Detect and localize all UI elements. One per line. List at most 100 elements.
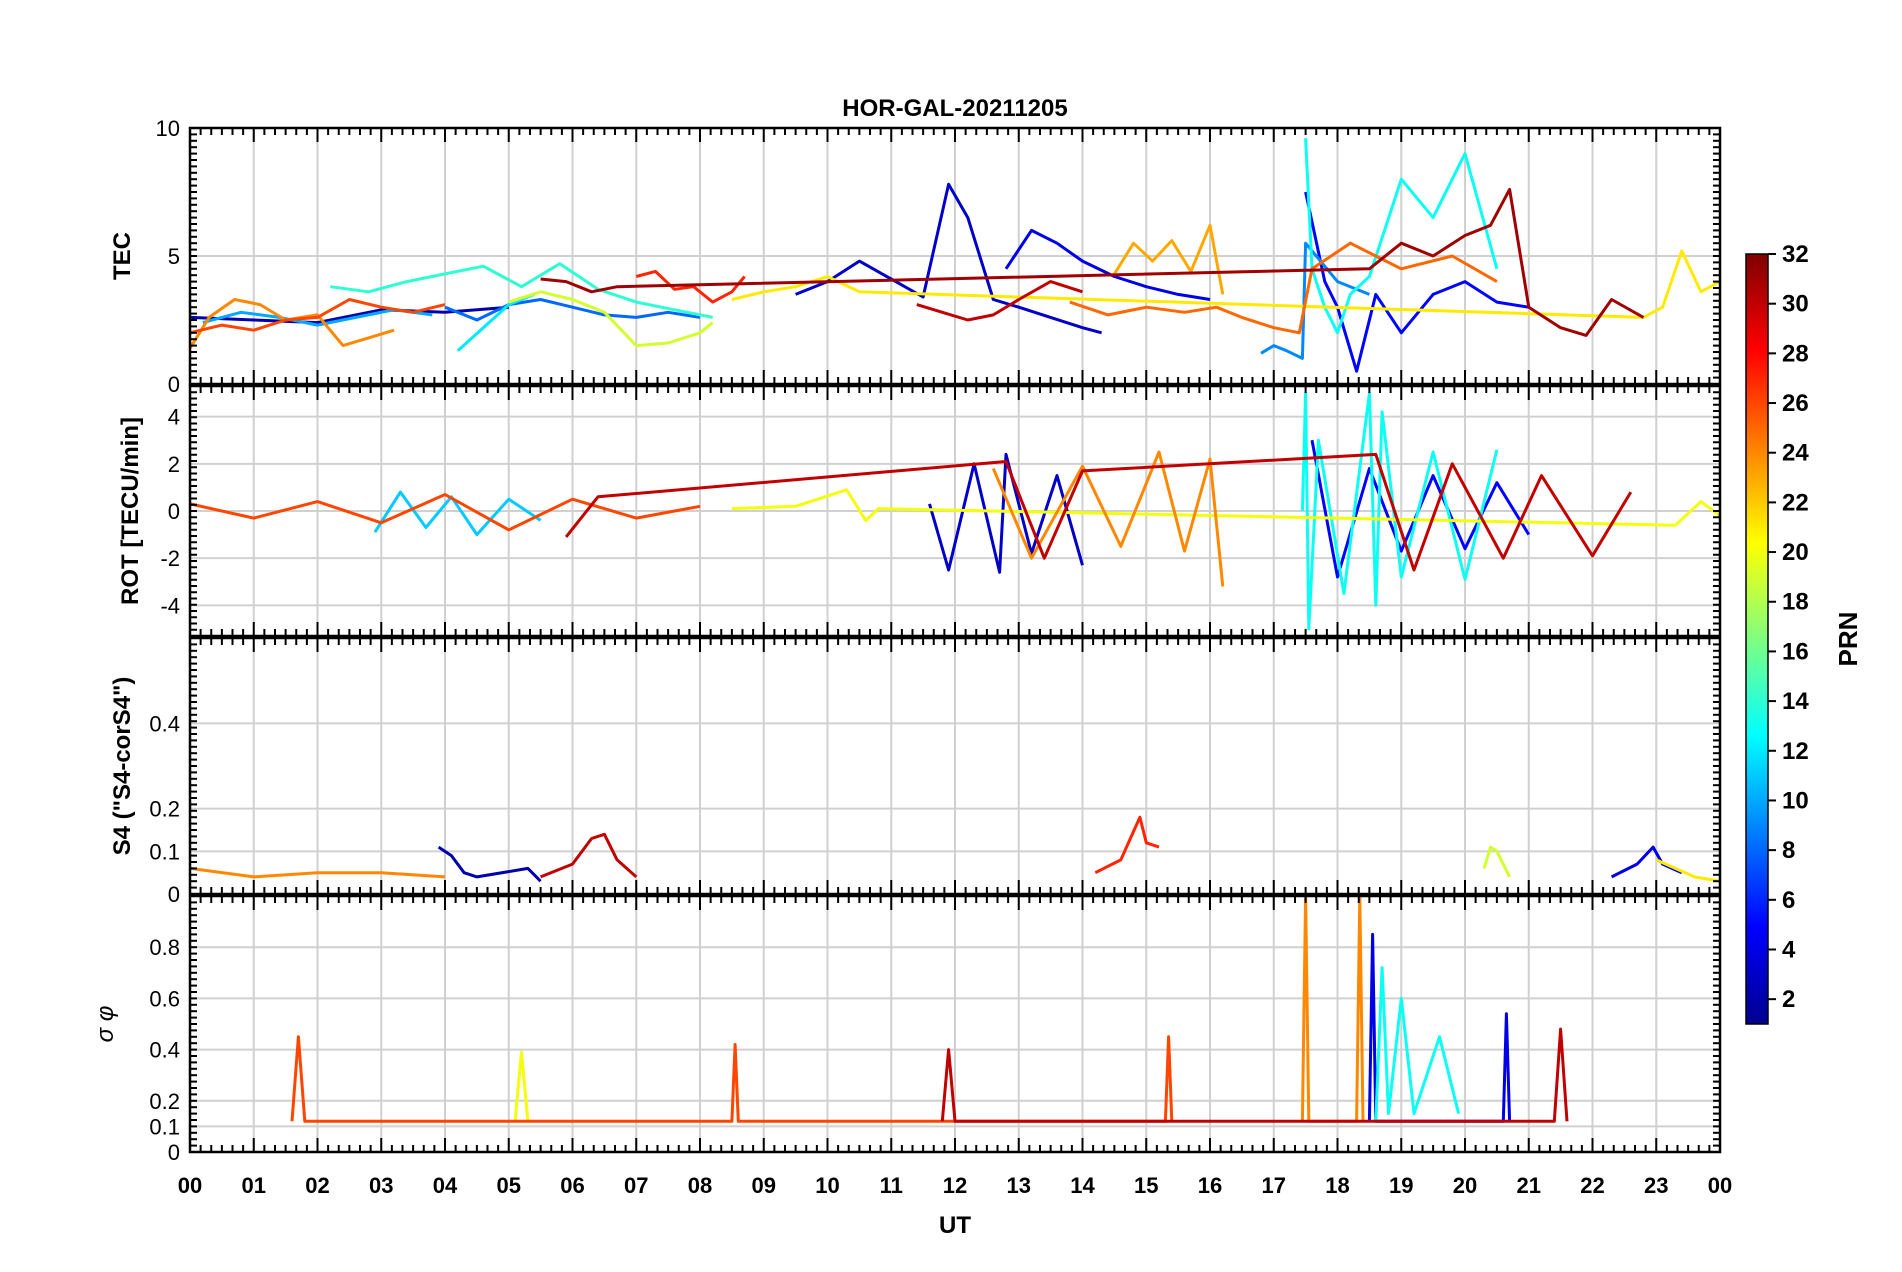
chart-title: HOR-GAL-20211205 xyxy=(842,95,1067,122)
y-label-s4: S4 ("S4-corS4") xyxy=(109,677,136,856)
x-tick-label: 03 xyxy=(369,1173,393,1198)
colorbar-tick-label: 8 xyxy=(1782,837,1795,864)
series-line-tec xyxy=(635,269,746,304)
x-tick-label: 02 xyxy=(305,1173,329,1198)
panel-sigma-frame xyxy=(188,894,1722,1154)
x-tick-label: 11 xyxy=(880,1173,903,1198)
x-axis-label: UT xyxy=(939,1212,971,1239)
colorbar-tick-label: 12 xyxy=(1782,738,1809,765)
series-line-tec xyxy=(1304,191,1530,373)
y-tick-label: -2 xyxy=(160,546,180,571)
colorbar-label: PRN xyxy=(1833,612,1863,667)
y-tick-label: 0.4 xyxy=(149,711,180,736)
series-line-tec xyxy=(508,290,714,348)
y-tick-label: 0.6 xyxy=(149,986,180,1011)
x-tick-label: 06 xyxy=(560,1173,584,1198)
panel-sigma: 00.10.2 0.4 0.6 0.8 xyxy=(149,894,1722,1165)
colorbar-tick-label: 14 xyxy=(1782,688,1809,715)
panel-s4: 0 0.1 0.2 0.4 xyxy=(149,636,1722,907)
series-line-tec xyxy=(1113,223,1225,295)
colorbar-tick-label: 2 xyxy=(1782,986,1795,1013)
x-tick-label: 04 xyxy=(433,1173,458,1198)
series-line-rot xyxy=(928,452,1084,574)
series-line-tec xyxy=(795,182,1102,335)
colorbar-tick-label: 26 xyxy=(1782,390,1809,417)
series-line-s4 xyxy=(1094,815,1160,875)
series-line-tec xyxy=(1260,241,1370,360)
colorbar-tick-label: 16 xyxy=(1782,638,1809,665)
series-line-rot xyxy=(1300,391,1499,631)
x-tick-label: 00 xyxy=(178,1173,202,1198)
series-line-tec xyxy=(1069,241,1498,335)
series-line-rot xyxy=(731,488,1720,527)
y-tick-label: 0.2 xyxy=(149,1089,180,1114)
y-tick-label: -4 xyxy=(160,593,180,618)
panel-s4-frame xyxy=(188,636,1722,896)
x-tick-label: 17 xyxy=(1262,1173,1286,1198)
x-tick-label: 01 xyxy=(242,1173,266,1198)
y-tick-label: 0.8 xyxy=(149,935,180,960)
x-tick-label: 19 xyxy=(1389,1173,1413,1198)
y-tick-label: 0.1 xyxy=(149,839,180,864)
y-tick-label: 0 xyxy=(168,499,180,524)
colorbar-tick-label: 20 xyxy=(1782,539,1809,566)
x-tick-label: 18 xyxy=(1325,1173,1349,1198)
series-line-s4 xyxy=(190,866,446,879)
colorbar-tick-label: 10 xyxy=(1782,787,1809,814)
x-tick-label: 00 xyxy=(1708,1173,1732,1198)
x-tick-label: 07 xyxy=(624,1173,648,1198)
panel-rot: -4 -2 0 2 4 xyxy=(160,384,1722,638)
colorbar-tick-label: 28 xyxy=(1782,340,1809,367)
colorbar-tick-label: 24 xyxy=(1782,440,1809,467)
series-line-tec xyxy=(190,298,446,335)
series-line-tec xyxy=(444,298,701,322)
x-tick-label: 20 xyxy=(1453,1173,1477,1198)
series-line-tec xyxy=(916,280,1083,322)
x-tick-label: 12 xyxy=(943,1173,967,1198)
y-label-sigma: σ φ xyxy=(92,1006,119,1043)
series-line-tec xyxy=(1004,228,1211,301)
series-line-sigma xyxy=(1374,966,1461,1122)
x-axis: 00 01 02 03 04 05 06 07 08 09 10 11 12 13 14 15 16 17 18 19… xyxy=(178,1173,1732,1198)
y-tick-label: 0.2 xyxy=(149,797,180,822)
y-tick-label: 5 xyxy=(168,244,180,269)
series-group xyxy=(190,138,1720,373)
series-line-tec xyxy=(731,249,1720,319)
panel-rot-frame xyxy=(188,384,1722,638)
colorbar xyxy=(1745,253,1769,1025)
series-line-s4 xyxy=(1482,845,1511,878)
series-line-tec xyxy=(1304,138,1499,335)
series-line-rot xyxy=(564,452,1633,572)
series-line-s4 xyxy=(1655,858,1720,883)
x-tick-label: 15 xyxy=(1134,1173,1158,1198)
y-tick-label: 10 xyxy=(156,116,180,141)
series-line-s4 xyxy=(540,832,638,879)
colorbar-tick-label: 6 xyxy=(1782,887,1795,914)
x-tick-label: 16 xyxy=(1198,1173,1222,1198)
y-tick-label: 0 xyxy=(168,372,180,397)
colorbar-tick-label: 4 xyxy=(1782,936,1796,963)
series-line-sigma xyxy=(290,1035,1174,1123)
x-tick-label: 08 xyxy=(688,1173,712,1198)
colorbar-tick-label: 18 xyxy=(1782,589,1809,616)
series-group xyxy=(190,815,1720,883)
x-tick-label: 22 xyxy=(1580,1173,1604,1198)
y-tick-label: 0 xyxy=(168,882,180,907)
colorbar-tick-label: 22 xyxy=(1782,489,1809,516)
x-tick-label: 21 xyxy=(1517,1173,1541,1198)
series-group xyxy=(190,391,1720,631)
series-line-tec xyxy=(540,187,1645,337)
y-label-tec: TEC xyxy=(109,232,136,280)
x-tick-label: 09 xyxy=(752,1173,776,1198)
y-label-rot: ROT [TECU/min] xyxy=(117,417,144,605)
colorbar-tick-label: 32 xyxy=(1782,241,1809,268)
colorbar-tick-label: 30 xyxy=(1782,291,1809,318)
panel-tec-frame xyxy=(188,126,1722,386)
series-line-sigma xyxy=(940,1027,1569,1123)
y-tick-label: 4 xyxy=(168,405,180,430)
x-tick-label: 10 xyxy=(815,1173,839,1198)
series-line-rot xyxy=(190,493,701,532)
